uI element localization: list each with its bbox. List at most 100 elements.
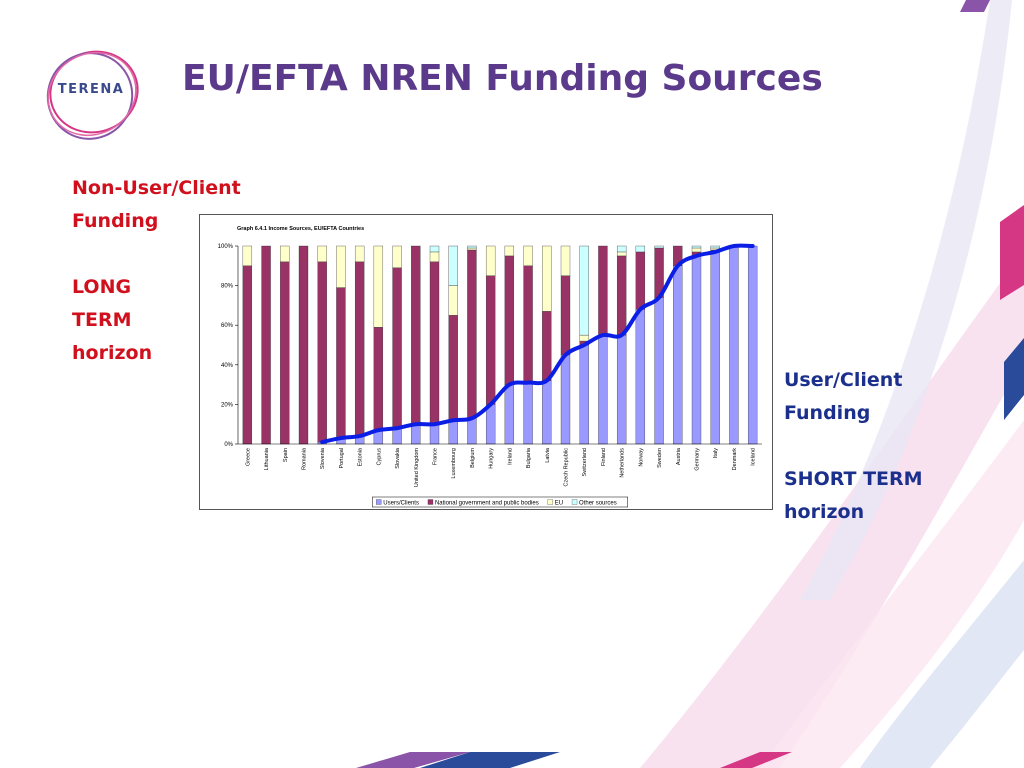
chart-frame: Graph 6.4.1 Income Sources, EU/EFTA Coun… [199, 214, 773, 510]
right-note-line: Funding [784, 402, 871, 424]
bar-segment-3 [242, 245, 253, 266]
bar-segment-4 [429, 245, 440, 253]
right-note-line: horizon [784, 501, 865, 523]
legend-label: Users/Clients [383, 500, 419, 506]
bar-segment-4 [448, 245, 458, 286]
legend-swatch [547, 499, 553, 505]
x-tick-label: Latvia [545, 447, 551, 463]
bar-segment-1 [542, 380, 552, 445]
x-tick-label: Portugal [339, 448, 345, 469]
x-tick-label: Luxembourg [451, 448, 457, 479]
legend-swatch [571, 499, 578, 505]
decor-stripe-bottom-magenta [720, 752, 792, 768]
bar-segment-4 [654, 245, 664, 249]
bar-segment-3 [280, 245, 290, 263]
left-notes: Non-User/Client Funding LONG TERM horizo… [72, 172, 241, 370]
y-tick-label: 60% [221, 323, 234, 329]
bar-segment-2 [336, 287, 346, 439]
bar-segment-3 [504, 245, 515, 257]
x-tick-label: United Kingdom [414, 448, 420, 488]
x-tick-label: Slovenia [320, 447, 326, 469]
decor-ribbon-pink-light [760, 420, 1024, 768]
x-tick-label: Bulgaria [526, 447, 532, 468]
slide-title: EU/EFTA NREN Funding Sources [182, 58, 823, 99]
right-note-line: User/Client [784, 369, 903, 391]
bar-segment-2 [467, 249, 477, 419]
bar-segment-1 [560, 354, 571, 445]
legend-label: EU [555, 500, 563, 506]
left-note-line: TERM [72, 309, 132, 331]
decor-stripe-bottom-purple [356, 752, 470, 768]
decor-ribbon-pink-large [640, 250, 1024, 768]
bar-segment-3 [616, 251, 627, 257]
bar-segment-1 [654, 297, 664, 445]
bar-segment-2 [392, 267, 402, 429]
legend-swatch [427, 499, 434, 505]
bar-segment-2 [485, 275, 496, 405]
left-note-line: Non-User/Client [72, 177, 241, 199]
bar-segment-2 [523, 265, 533, 383]
bar-segment-4 [467, 245, 477, 249]
bar-segment-2 [598, 245, 608, 336]
x-tick-label: Lithuania [264, 447, 270, 470]
x-tick-label: Slovakia [395, 447, 401, 469]
y-tick-label: 0% [224, 442, 233, 448]
bar-segment-2 [542, 311, 552, 381]
bar-segment-2 [560, 275, 571, 356]
decor-stripe-right-blue [1004, 338, 1024, 420]
bar-segment-2 [298, 245, 309, 445]
right-note-gap [784, 430, 923, 463]
trend-line [320, 243, 755, 445]
bar-segment-1 [504, 384, 515, 445]
bar-segment-3 [560, 245, 571, 276]
legend-swatch [376, 499, 382, 505]
x-tick-label: Sweden [657, 448, 663, 468]
x-tick-label: Iceland [751, 448, 757, 466]
left-note-line: Funding [72, 210, 159, 232]
x-tick-label: Romania [302, 447, 308, 470]
bar-segment-3 [523, 245, 533, 266]
bar-segment-3 [354, 245, 365, 263]
y-tick-label: 40% [221, 363, 234, 369]
bar-segment-2 [429, 261, 440, 425]
left-note-line: LONG [72, 276, 132, 298]
x-tick-label: Austria [676, 447, 682, 465]
decor-stripe-top-purple [960, 0, 990, 12]
bar-segment-1 [729, 245, 739, 445]
decor-ribbon-blue-light [860, 560, 1024, 768]
terena-logo [46, 50, 139, 140]
income-sources-chart: Graph 6.4.1 Income Sources, EU/EFTA Coun… [218, 226, 762, 508]
bar-segment-1 [710, 251, 720, 445]
bar-segment-2 [261, 245, 271, 445]
bar-segment-3 [373, 245, 384, 328]
bar-segment-3 [691, 247, 702, 253]
bar-segment-1 [747, 245, 758, 445]
bar-segment-1 [448, 420, 458, 445]
bar-segment-4 [616, 245, 627, 253]
bar-segment-1 [523, 382, 533, 445]
bars [242, 245, 758, 445]
decor-ribbon-lilac [800, 0, 1012, 600]
bar-segment-2 [504, 255, 515, 385]
bar-segment-3 [448, 285, 458, 316]
y-axis: 0% 20% 40% 60% 80% 100% [218, 244, 239, 448]
x-tick-label: Greece [245, 448, 251, 466]
legend-label: National government and public bodies [435, 500, 539, 506]
bar-segment-4 [710, 245, 720, 249]
bar-segment-1 [673, 265, 683, 445]
bar-segment-1 [598, 334, 608, 445]
bar-segment-3 [429, 251, 440, 263]
logo-text: TERENA [57, 82, 125, 97]
bar-segment-2 [242, 265, 253, 445]
x-tick-label: Italy [713, 448, 719, 458]
x-tick-label: Belgium [470, 448, 476, 468]
legend-box [372, 496, 628, 508]
right-notes: User/Client Funding SHORT TERM horizon [784, 364, 923, 529]
bar-segment-1 [429, 424, 440, 445]
bar-segment-2 [317, 261, 327, 443]
right-note-line: SHORT TERM [784, 468, 923, 490]
x-tick-label: Netherlands [620, 448, 626, 478]
x-tick-label: Finland [601, 448, 607, 466]
bar-segment-1 [579, 344, 589, 445]
legend-label: Other sources [579, 500, 617, 506]
